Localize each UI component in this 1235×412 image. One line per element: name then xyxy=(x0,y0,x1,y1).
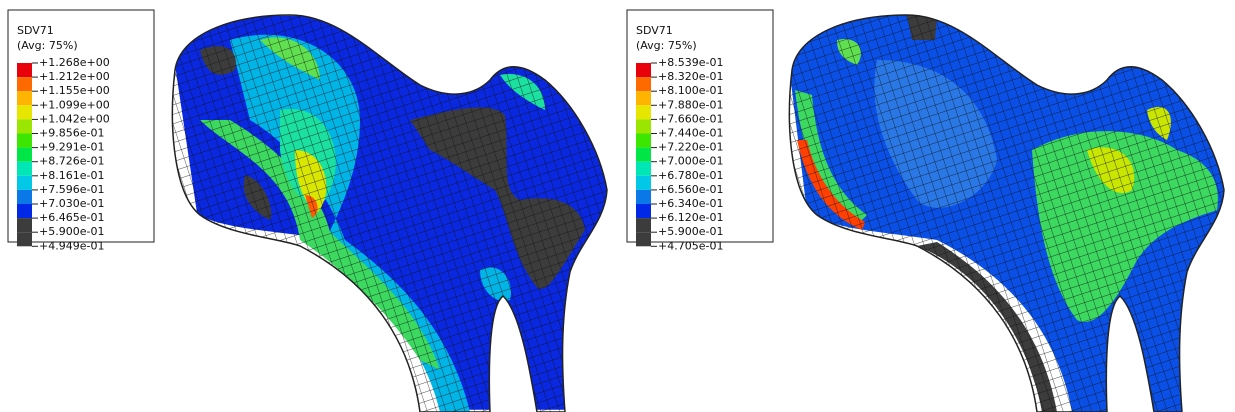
legend-level-label: +7.030e-01 xyxy=(39,197,104,210)
legend-swatch xyxy=(17,105,32,120)
legend-swatch xyxy=(636,161,651,176)
legend-box xyxy=(7,9,155,243)
legend-swatch xyxy=(17,161,32,176)
legend-level-label: +8.320e-01 xyxy=(658,70,723,83)
legend-swatch xyxy=(636,147,651,162)
legend-level-label: +8.726e-01 xyxy=(39,155,104,168)
legend-level-label: +1.268e+00 xyxy=(39,56,110,69)
legend-swatch xyxy=(17,189,32,204)
legend-swatch xyxy=(17,147,32,162)
legend-level-label: +7.596e-01 xyxy=(39,183,104,196)
legend-swatch xyxy=(636,63,651,78)
legend-swatch xyxy=(636,175,651,190)
legend-swatch xyxy=(636,189,651,204)
legend-swatch xyxy=(636,91,651,106)
legend-level-label: +5.900e-01 xyxy=(658,225,723,238)
legend-swatch xyxy=(636,105,651,120)
legend-box xyxy=(626,9,774,243)
legend: SDV71 (Avg: 75%) +8.539e-01+8.320e-01+8.10… xyxy=(626,9,774,252)
legend-level-label: +1.099e+00 xyxy=(39,98,110,111)
legend-level-label: +6.560e-01 xyxy=(658,183,723,196)
legend-swatch xyxy=(17,218,32,233)
legend-swatch xyxy=(17,63,32,78)
legend: SDV71 (Avg: 75%) +1.268e+00+1.212e+00+1.15… xyxy=(7,9,155,252)
legend-level-label: +7.220e-01 xyxy=(658,141,723,154)
legend-swatch xyxy=(636,77,651,92)
legend-swatch xyxy=(636,133,651,148)
legend-swatch xyxy=(17,204,32,219)
legend-level-label: +4.705e-01 xyxy=(658,239,723,252)
legend-level-label: +6.340e-01 xyxy=(658,197,723,210)
legend-level-label: +8.539e-01 xyxy=(658,56,723,69)
legend-swatch xyxy=(636,218,651,233)
legend-title: SDV71 xyxy=(17,24,54,37)
legend-level-label: +6.780e-01 xyxy=(658,169,723,182)
legend-swatch xyxy=(17,232,32,247)
legend-subtitle: (Avg: 75%) xyxy=(17,39,78,52)
legend-level-label: +1.155e+00 xyxy=(39,84,110,97)
legend-level-label: +6.465e-01 xyxy=(39,211,104,224)
legend-title: SDV71 xyxy=(636,24,673,37)
femur-mesh-left xyxy=(171,14,608,412)
legend-level-label: +4.949e-01 xyxy=(39,239,104,252)
legend-level-label: +8.100e-01 xyxy=(658,84,723,97)
legend-subtitle: (Avg: 75%) xyxy=(636,39,697,52)
legend-swatch xyxy=(17,91,32,106)
legend-level-label: +8.161e-01 xyxy=(39,169,104,182)
legend-swatch xyxy=(17,77,32,92)
legend-swatch xyxy=(636,232,651,247)
legend-level-label: +7.660e-01 xyxy=(658,112,723,125)
legend-level-label: +5.900e-01 xyxy=(39,225,104,238)
legend-swatch xyxy=(17,175,32,190)
legend-level-label: +7.440e-01 xyxy=(658,127,723,140)
legend-level-label: +9.856e-01 xyxy=(39,127,104,140)
legend-level-label: +7.880e-01 xyxy=(658,98,723,111)
legend-level-label: +6.120e-01 xyxy=(658,211,723,224)
legend-swatch xyxy=(17,119,32,134)
legend-level-label: +1.042e+00 xyxy=(39,112,110,125)
legend-swatch xyxy=(17,133,32,148)
legend-swatch xyxy=(636,204,651,219)
femur-mesh-right xyxy=(788,14,1225,412)
legend-level-label: +9.291e-01 xyxy=(39,141,104,154)
legend-level-label: +7.000e-01 xyxy=(658,155,723,168)
legend-level-label: +1.212e+00 xyxy=(39,70,110,83)
legend-swatch xyxy=(636,119,651,134)
